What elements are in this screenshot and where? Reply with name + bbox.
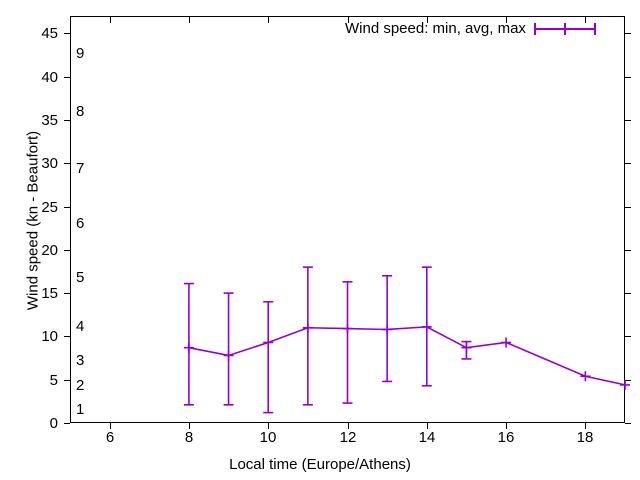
x-tick xyxy=(268,423,269,429)
y-tick-right xyxy=(625,120,631,121)
y-tick-label-knots: 20 xyxy=(41,242,58,259)
y-tick xyxy=(64,250,70,251)
y-tick-right xyxy=(625,423,631,424)
y-tick-right xyxy=(625,380,631,381)
y-tick-label-beaufort: 4 xyxy=(76,318,85,335)
x-tick-label: 10 xyxy=(259,429,277,446)
y-tick-label-knots: 0 xyxy=(49,415,58,432)
y-tick xyxy=(64,77,70,78)
x-axis-title: Local time (Europe/Athens) xyxy=(229,456,411,473)
x-tick-label: 8 xyxy=(184,429,194,446)
y-tick xyxy=(64,293,70,294)
x-tick-top xyxy=(189,17,190,23)
y-axis-title: Wind speed (kn - Beaufort) xyxy=(24,130,42,311)
y-tick-right xyxy=(625,163,631,164)
y-tick xyxy=(64,120,70,121)
y-tick-right xyxy=(625,207,631,208)
x-tick-label: 16 xyxy=(497,429,515,446)
y-tick-label-beaufort: 8 xyxy=(76,103,85,120)
chart-legend: Wind speed: min, avg, max xyxy=(345,20,596,37)
x-tick-label: 12 xyxy=(339,429,357,446)
x-tick-label: 6 xyxy=(105,429,115,446)
y-tick-label-knots: 35 xyxy=(41,112,58,129)
y-tick-label-knots: 10 xyxy=(41,328,58,345)
y-tick-label-beaufort: 5 xyxy=(76,269,85,286)
y-tick-right xyxy=(625,336,631,337)
y-tick-label-knots: 15 xyxy=(41,285,58,302)
x-tick xyxy=(427,423,428,429)
y-tick-right xyxy=(625,33,631,34)
x-tick-top xyxy=(268,17,269,23)
y-tick-label-beaufort: 3 xyxy=(76,352,85,369)
legend-label: Wind speed: min, avg, max xyxy=(345,20,526,37)
y-tick-label-beaufort: 6 xyxy=(76,215,85,232)
y-tick xyxy=(64,207,70,208)
y-tick-label-knots: 25 xyxy=(41,199,58,216)
y-tick xyxy=(64,163,70,164)
y-tick xyxy=(64,336,70,337)
y-tick-right xyxy=(625,77,631,78)
y-tick-label-beaufort: 2 xyxy=(76,377,85,394)
y-tick-label-beaufort: 1 xyxy=(76,401,85,418)
y-tick-right xyxy=(625,293,631,294)
x-tick-top xyxy=(110,17,111,23)
x-tick-label: 14 xyxy=(418,429,436,446)
y-tick xyxy=(64,380,70,381)
y-tick-label-knots: 45 xyxy=(41,25,58,42)
y-tick xyxy=(64,33,70,34)
y-tick-label-knots: 30 xyxy=(41,155,58,172)
y-tick-label-beaufort: 9 xyxy=(76,45,85,62)
x-tick xyxy=(348,423,349,429)
x-tick xyxy=(506,423,507,429)
x-tick xyxy=(110,423,111,429)
y-tick-right xyxy=(625,250,631,251)
x-tick xyxy=(585,423,586,429)
x-tick-top xyxy=(585,17,586,23)
x-tick xyxy=(189,423,190,429)
y-tick-label-beaufort: 7 xyxy=(76,160,85,177)
y-tick-label-knots: 5 xyxy=(49,372,58,389)
y-tick-label-knots: 40 xyxy=(41,69,58,86)
x-tick-top xyxy=(506,17,507,23)
x-tick-top xyxy=(427,17,428,23)
legend-line-sample xyxy=(533,22,596,35)
x-tick-top xyxy=(348,17,349,23)
plot-area xyxy=(70,16,625,423)
y-tick xyxy=(64,423,70,424)
x-tick-label: 18 xyxy=(576,429,594,446)
